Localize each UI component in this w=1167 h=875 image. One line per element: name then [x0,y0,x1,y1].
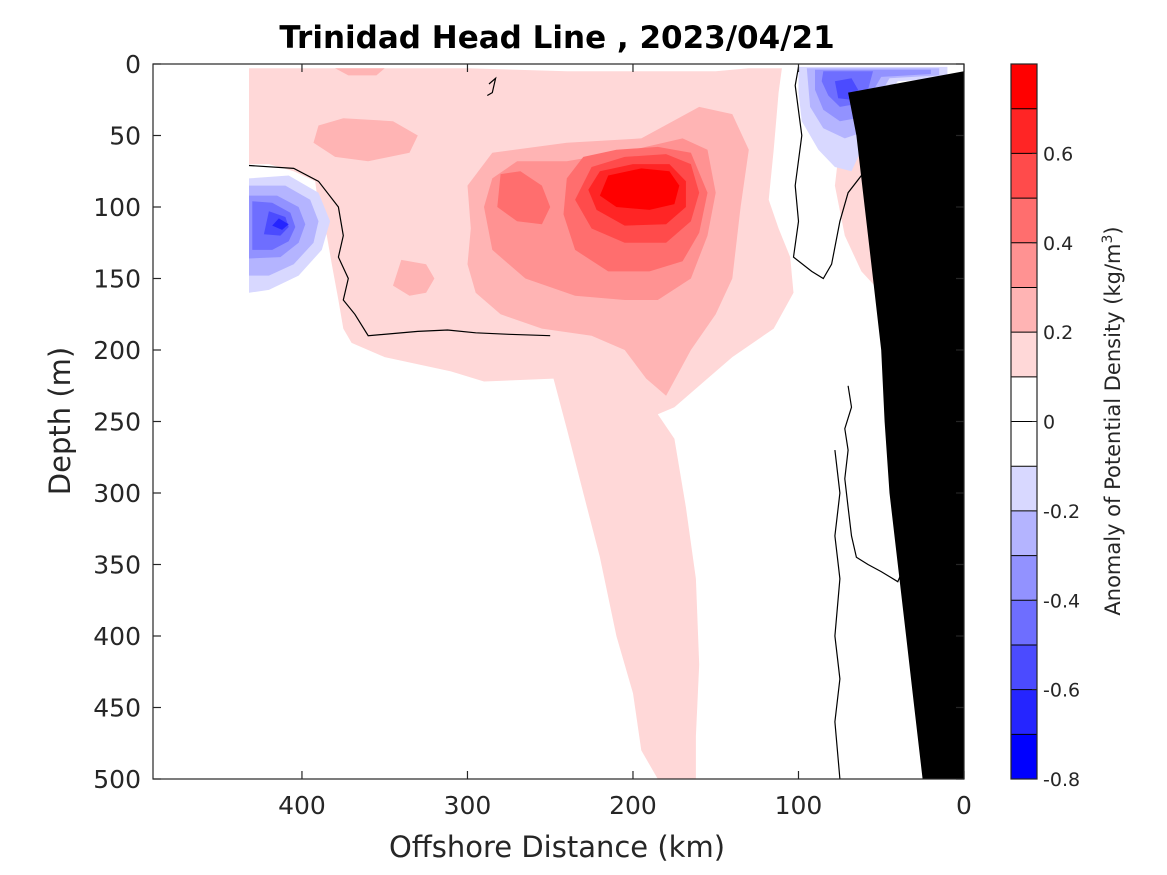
colorbar-tick-label: 0.4 [1043,233,1073,255]
colorbar-tick-label: -0.6 [1043,680,1080,702]
colorbar-level [1011,153,1037,199]
y-tick-label: 400 [93,622,141,651]
y-tick-label: 150 [93,265,141,294]
contour-region-negative-anomaly-west-6 [272,218,289,230]
y-tick-label: 500 [93,765,141,794]
colorbar-tick-label: -0.4 [1043,590,1080,612]
colorbar-label-sup: 3 [1100,235,1116,244]
colorbar-level [1011,287,1037,333]
x-tick-label: 100 [775,791,823,820]
colorbar-level [1011,376,1037,422]
colorbar-level [1011,689,1037,735]
y-axis-label: Depth (m) [43,347,77,495]
contour-region-positive-anomaly-top [335,68,385,76]
y-tick-label: 300 [93,479,141,508]
y-tick-label: 0 [125,50,141,79]
contour-region-positive-anomaly-west-b [393,259,435,296]
contour-region-positive-anomaly-core-3 [599,168,680,210]
colorbar-label-main: Anomaly of Potential Density (kg/m [1101,244,1125,616]
colorbar-level [1011,421,1037,467]
colorbar-level [1011,510,1037,557]
colorbar-level [1011,466,1037,512]
colorbar-tick-label: 0 [1043,412,1055,434]
seafloor-shape [848,71,964,779]
chart-title: Trinidad Head Line , 2023/04/21 [279,20,834,56]
colorbar-level [1011,332,1037,378]
contour-regions [249,66,948,779]
zero-contour-0 [248,164,551,337]
colorbar-ticks: 0.6 0.4 0.2 0 -0.2 -0.4 -0.6 -0.8 [1032,143,1080,791]
x-tick-label: 0 [956,791,972,820]
x-tick-label: 400 [278,791,326,820]
colorbar-level [1011,644,1037,691]
colorbar-tick-label: 0.2 [1043,322,1073,344]
colorbar-level [1011,555,1037,601]
y-axis-ticks: 0 50 100 150 200 250 300 350 400 450 500 [93,50,964,794]
colorbar-level [1011,734,1037,780]
colorbar-label-close: ) [1101,226,1125,234]
colorbar-level [1011,600,1037,646]
contour-region-positive-anomaly-west-a [313,118,418,162]
x-axis-ticks: 400 300 200 100 0 [278,64,972,820]
colorbar-label: Anomaly of Potential Density (kg/m3) [1100,226,1125,615]
colorbar-tick-label: 0.6 [1043,143,1073,165]
colorbar-level [1011,242,1037,288]
y-tick-label: 200 [93,336,141,365]
contour-region-positive-anomaly-inner-2 [497,171,551,225]
x-tick-label: 300 [444,791,492,820]
colorbar-tick-label: -0.2 [1043,501,1080,523]
seafloor-mask [848,71,964,779]
colorbar-tick-label: -0.8 [1043,769,1080,791]
y-tick-label: 450 [93,694,141,723]
colorbar-level [1011,198,1037,244]
x-tick-label: 200 [609,791,657,820]
y-tick-label: 50 [109,122,141,151]
y-tick-label: 350 [93,551,141,580]
y-tick-label: 100 [93,193,141,222]
x-axis-label: Offshore Distance (km) [389,830,725,864]
colorbar-level [1011,64,1037,110]
colorbar [1010,63,1038,780]
y-tick-label: 250 [93,408,141,437]
zero-contour-1 [486,76,497,97]
zero-contour-4 [834,450,841,779]
colorbar-level [1011,108,1037,154]
